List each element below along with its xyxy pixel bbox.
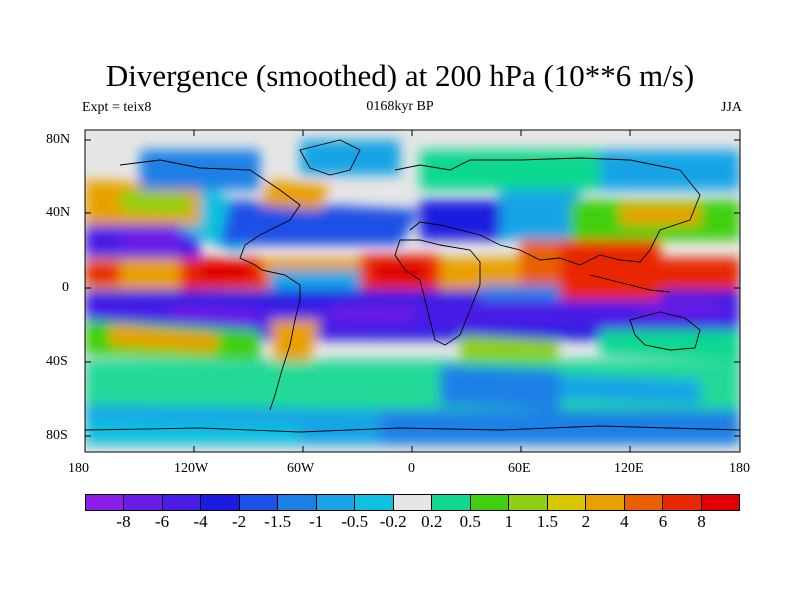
colorbar-label: -4 <box>193 512 208 531</box>
colorbar-swatch <box>393 495 433 510</box>
colorbar-label: 4 <box>620 512 629 531</box>
colorbar-label: -6 <box>154 512 170 531</box>
colorbar-swatch <box>355 495 394 510</box>
colorbar-swatch <box>162 495 202 510</box>
lat-tick-40s: 40S <box>46 354 68 369</box>
colorbar-swatch <box>586 495 625 510</box>
lon-tick-120w: 120W <box>174 461 209 476</box>
colorbar-swatch <box>663 495 702 510</box>
lon-tick-180e: 180 <box>729 461 750 476</box>
experiment-label: Expt = teix8 <box>82 100 152 115</box>
season-label: JJA <box>720 100 742 115</box>
axis-ticks <box>84 130 741 452</box>
colorbar-label: 1.5 <box>536 512 558 531</box>
colorbar-swatch <box>316 495 356 510</box>
colorbar-swatch <box>470 495 510 510</box>
lon-tick-120e: 120E <box>614 461 644 476</box>
colorbar-label: 1 <box>504 512 514 531</box>
colorbar-swatch <box>86 495 125 510</box>
lat-tick-40n: 40N <box>46 205 71 220</box>
colorbar-swatch <box>509 495 548 510</box>
colorbar-label: 0.5 <box>459 512 481 531</box>
lat-tick-0: 0 <box>62 280 69 295</box>
colorbar-swatch <box>124 495 163 510</box>
colorbar-label: 6 <box>658 512 668 531</box>
colorbar-label: -8 <box>116 512 131 531</box>
colorbar-label: -1.5 <box>264 512 292 531</box>
colorbar-label: -2 <box>232 512 247 531</box>
colorbar-swatch <box>547 495 587 510</box>
colorbar-swatch <box>701 495 739 510</box>
colorbar-label: 0.2 <box>421 512 443 531</box>
lat-tick-80n: 80N <box>46 132 71 147</box>
colorbar <box>85 494 740 511</box>
colorbar-swatch <box>239 495 279 510</box>
lat-tick-80s: 80S <box>46 428 68 443</box>
colorbar-swatch <box>201 495 240 510</box>
map-title: Divergence (smoothed) at 200 hPa (10**6 … <box>105 58 695 93</box>
colorbar-swatch <box>278 495 317 510</box>
colorbar-label: 8 <box>697 512 706 531</box>
colorbar-label: -1 <box>309 512 324 531</box>
lon-tick-60w: 60W <box>287 461 315 476</box>
time-label: 0168kyr BP <box>366 99 434 114</box>
coastlines <box>85 139 740 433</box>
lon-tick-0: 0 <box>408 461 415 476</box>
colorbar-label: -0.2 <box>379 512 407 531</box>
lon-tick-60e: 60E <box>508 461 531 476</box>
lon-tick-180w: 180 <box>68 461 89 476</box>
colorbar-label: 2 <box>581 512 591 531</box>
field-layer <box>85 130 740 452</box>
colorbar-swatch <box>432 495 471 510</box>
colorbar-label: -0.5 <box>341 512 369 531</box>
colorbar-swatch <box>624 495 664 510</box>
